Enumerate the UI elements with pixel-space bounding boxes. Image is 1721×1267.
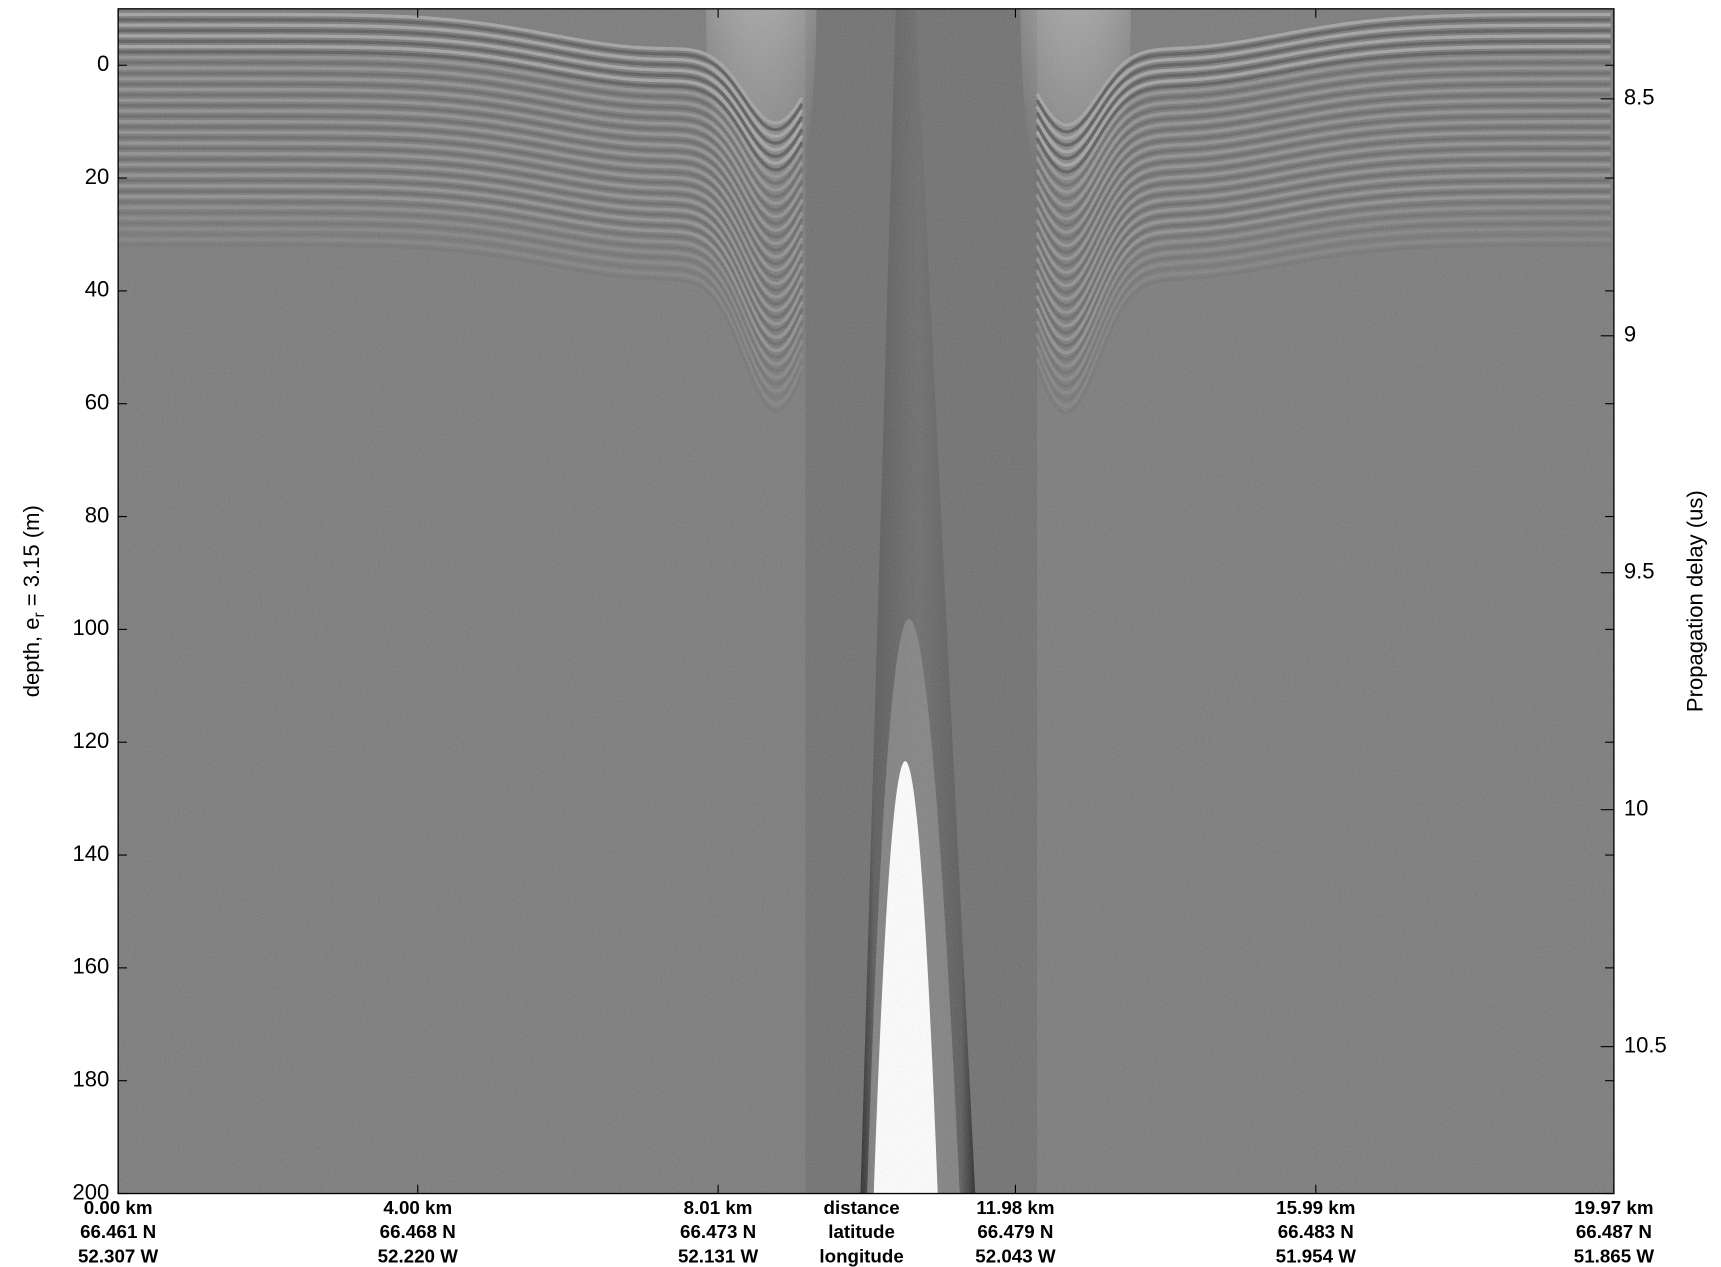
y2-tick-label: 10.5 (1624, 1032, 1667, 1057)
y-tick-label: 0 (97, 51, 109, 76)
y-tick-label: 100 (73, 615, 110, 640)
y-tick-label: 140 (73, 841, 110, 866)
longitude-label: 52.131 W (678, 1245, 759, 1266)
x-tick-label: 8.01 km (684, 1197, 753, 1218)
y-tick-label: 60 (85, 390, 110, 415)
longitude-label: 52.220 W (378, 1245, 459, 1266)
row-label: longitude (819, 1245, 903, 1266)
y-label-subscript: r (31, 612, 48, 617)
y-tick-label: 20 (85, 164, 110, 189)
x-tick-label: 11.98 km (976, 1197, 1054, 1218)
row-label: distance (824, 1197, 900, 1218)
y2-tick-label: 9.5 (1624, 559, 1655, 584)
latitude-label: 66.468 N (380, 1221, 456, 1242)
longitude-label: 52.043 W (975, 1245, 1056, 1266)
y-tick-label: 80 (85, 502, 110, 527)
y-label-rest: = 3.15 (m) (19, 505, 44, 612)
y-tick-label: 200 (73, 1179, 110, 1204)
echogram-image (118, 8, 1614, 1194)
latitude-label: 66.483 N (1278, 1221, 1354, 1242)
y-axis-label: depth, er = 3.15 (m) (19, 505, 48, 697)
y2-tick-label: 9 (1624, 322, 1636, 347)
longitude-label: 51.954 W (1276, 1245, 1357, 1266)
latitude-label: 66.487 N (1576, 1221, 1652, 1242)
latitude-label: 66.461 N (80, 1221, 156, 1242)
y-tick-label: 180 (73, 1067, 110, 1092)
y2-tick-label: 10 (1624, 796, 1649, 821)
y2-axis-label: Propagation delay (us) (1682, 490, 1707, 712)
x-tick-label: 19.97 km (1574, 1197, 1653, 1218)
latitude-label: 66.473 N (680, 1221, 756, 1242)
longitude-label: 51.865 W (1574, 1245, 1655, 1266)
longitude-label: 52.307 W (78, 1245, 159, 1266)
latitude-label: 66.479 N (977, 1221, 1053, 1242)
row-label: latitude (828, 1221, 895, 1242)
x-tick-label: 0.00 km (84, 1197, 153, 1218)
y2-tick-label: 8.5 (1624, 85, 1655, 110)
x-tick-label: 15.99 km (1276, 1197, 1355, 1218)
y-tick-label: 40 (85, 277, 110, 302)
y-tick-label: 160 (73, 954, 110, 979)
y-label-text: depth, e (19, 618, 44, 698)
y-tick-label: 120 (73, 728, 110, 753)
plot-frame (117, 8, 1615, 1195)
x-tick-label: 4.00 km (383, 1197, 452, 1218)
